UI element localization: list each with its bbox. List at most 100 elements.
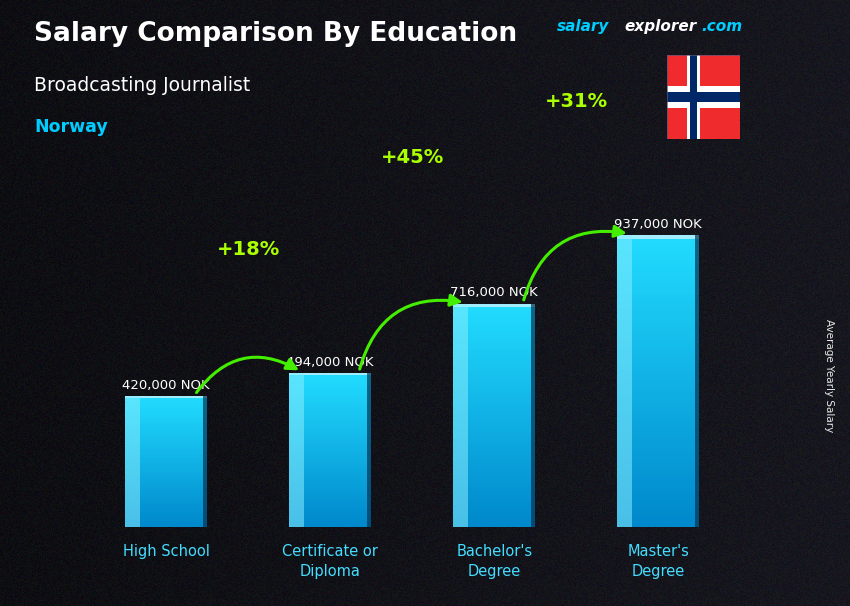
Bar — [289, 418, 371, 419]
Bar — [125, 513, 207, 514]
Bar — [289, 524, 371, 525]
Bar — [125, 415, 207, 416]
Bar — [617, 520, 700, 524]
Bar — [617, 407, 700, 410]
Bar — [289, 373, 371, 375]
Bar — [617, 298, 700, 301]
Text: Average Yearly Salary: Average Yearly Salary — [824, 319, 834, 432]
Bar — [617, 367, 700, 370]
Bar — [531, 304, 536, 527]
Bar — [289, 424, 371, 425]
Bar — [125, 444, 207, 445]
Bar — [453, 407, 536, 410]
Bar — [125, 418, 207, 419]
Bar — [289, 510, 371, 512]
Bar — [125, 514, 207, 516]
Bar — [125, 406, 207, 408]
Bar — [453, 421, 536, 424]
Bar — [125, 448, 207, 450]
Bar — [453, 385, 536, 388]
Bar — [125, 436, 207, 438]
Bar — [453, 510, 536, 513]
Bar — [289, 448, 371, 450]
Bar — [617, 338, 700, 341]
Bar — [125, 509, 207, 511]
Bar — [125, 498, 207, 499]
Bar — [125, 410, 207, 411]
Bar — [617, 399, 700, 403]
Bar — [125, 411, 207, 413]
Bar — [617, 356, 700, 359]
Bar — [289, 385, 371, 387]
Bar — [453, 313, 536, 315]
Bar — [289, 433, 371, 435]
Bar — [617, 494, 700, 498]
Bar — [617, 282, 700, 286]
Bar — [617, 334, 700, 338]
Bar — [617, 491, 700, 494]
Bar — [453, 321, 536, 324]
Bar — [289, 388, 371, 391]
Bar — [617, 352, 700, 356]
Bar — [617, 447, 700, 451]
Bar — [617, 235, 700, 239]
Bar — [617, 250, 700, 253]
Bar — [125, 424, 207, 426]
Bar — [453, 516, 536, 519]
Bar — [125, 519, 207, 521]
Bar — [125, 441, 207, 442]
Bar — [289, 479, 371, 481]
Bar — [453, 329, 536, 332]
Bar — [289, 471, 371, 473]
Bar — [617, 319, 700, 323]
Bar — [453, 304, 536, 307]
Bar — [289, 488, 371, 491]
Bar — [453, 474, 536, 477]
Bar — [289, 404, 371, 406]
Bar — [125, 416, 207, 418]
Bar — [453, 427, 536, 430]
Bar — [289, 525, 371, 527]
Bar — [617, 345, 700, 348]
Bar — [453, 482, 536, 485]
Bar — [125, 396, 140, 527]
Bar — [125, 452, 207, 453]
Bar — [453, 468, 536, 471]
Bar — [289, 379, 371, 381]
Bar — [617, 396, 700, 399]
Bar — [617, 458, 700, 462]
Bar — [617, 348, 700, 352]
Bar — [695, 235, 700, 527]
Text: .com: .com — [701, 19, 742, 35]
Bar — [453, 382, 536, 385]
Bar — [289, 431, 371, 433]
Bar — [687, 55, 700, 139]
Bar — [289, 485, 371, 487]
Bar — [453, 348, 536, 351]
Bar — [289, 491, 371, 493]
Bar — [289, 387, 371, 388]
Bar — [453, 452, 536, 454]
Bar — [289, 444, 371, 447]
Bar — [617, 323, 700, 327]
Bar — [617, 502, 700, 505]
Bar — [289, 465, 371, 468]
Bar — [125, 511, 207, 513]
Bar — [453, 477, 536, 480]
Bar — [617, 443, 700, 447]
Bar — [617, 246, 700, 250]
Bar — [125, 413, 207, 415]
Text: Broadcasting Journalist: Broadcasting Journalist — [34, 76, 250, 95]
Bar — [453, 368, 536, 371]
Bar — [289, 493, 371, 494]
Bar — [453, 304, 536, 307]
Bar — [453, 416, 536, 418]
Bar — [125, 524, 207, 525]
Bar — [289, 506, 371, 508]
Bar — [125, 480, 207, 481]
Bar — [453, 505, 536, 508]
Bar — [125, 493, 207, 494]
Bar — [617, 388, 700, 392]
Bar — [289, 400, 371, 402]
Bar — [453, 346, 536, 348]
